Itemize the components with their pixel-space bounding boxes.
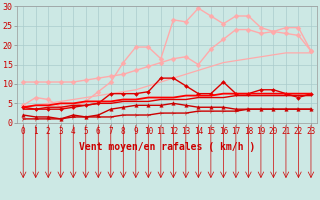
- X-axis label: Vent moyen/en rafales ( km/h ): Vent moyen/en rafales ( km/h ): [79, 142, 255, 152]
